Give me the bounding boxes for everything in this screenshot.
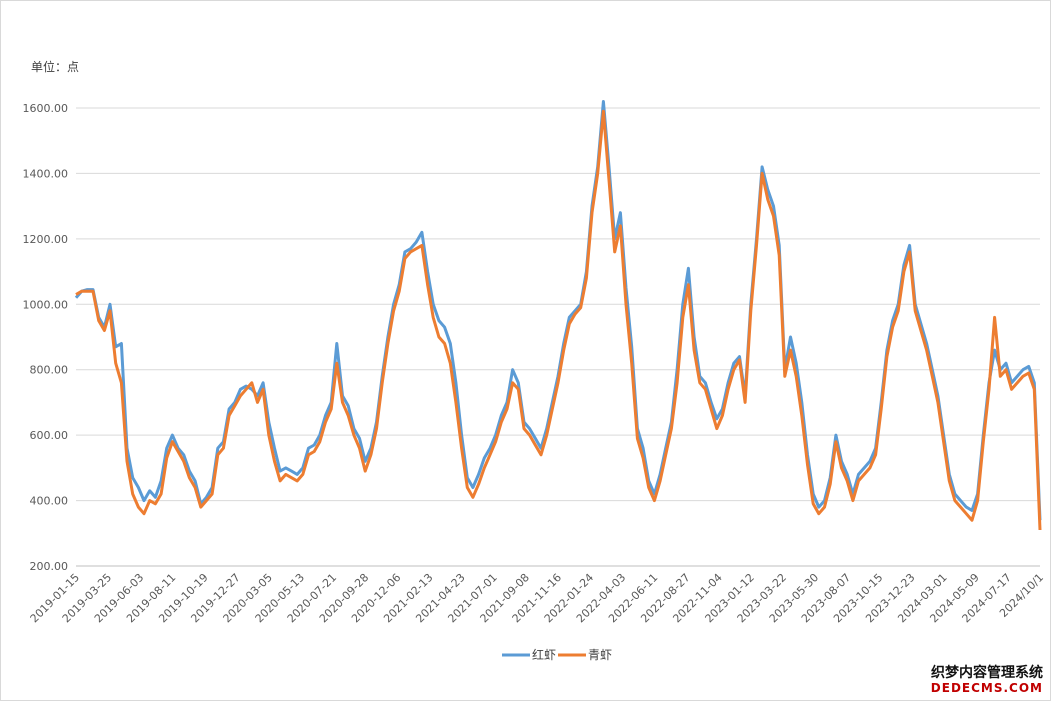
legend: 红虾 青虾: [502, 647, 612, 662]
legend-label-2: 青虾: [588, 648, 612, 662]
x-axis-ticks: 2019-01-152019-03-252019-06-032019-08-11…: [28, 571, 1046, 625]
y-tick-label: 800.00: [30, 364, 69, 377]
y-tick-label: 1600.00: [23, 102, 69, 115]
legend-label-1: 红虾: [532, 647, 556, 662]
y-tick-label: 1400.00: [23, 167, 69, 180]
y-tick-label: 200.00: [30, 560, 69, 573]
grid-lines: [76, 107, 1040, 567]
y-tick-label: 600.00: [30, 429, 69, 442]
unit-label: 单位：点: [31, 60, 80, 74]
series-line-1: [74, 100, 1042, 521]
series-line-2: [75, 109, 1042, 531]
watermark-line2: DEDECMS.COM: [930, 680, 1043, 695]
watermark-logo: 织梦内容管理系统 DEDECMS.COM: [931, 666, 1043, 695]
series-lines: [74, 100, 1042, 531]
y-tick-label: 1000.00: [23, 298, 69, 311]
y-tick-label: 1200.00: [23, 233, 69, 246]
watermark-line1: 织梦内容管理系统: [931, 665, 1043, 682]
y-axis-ticks: 200.00 400.00 600.00 800.00 1000.00 1200.00 14…: [23, 102, 69, 573]
y-tick-label: 400.00: [30, 495, 69, 508]
